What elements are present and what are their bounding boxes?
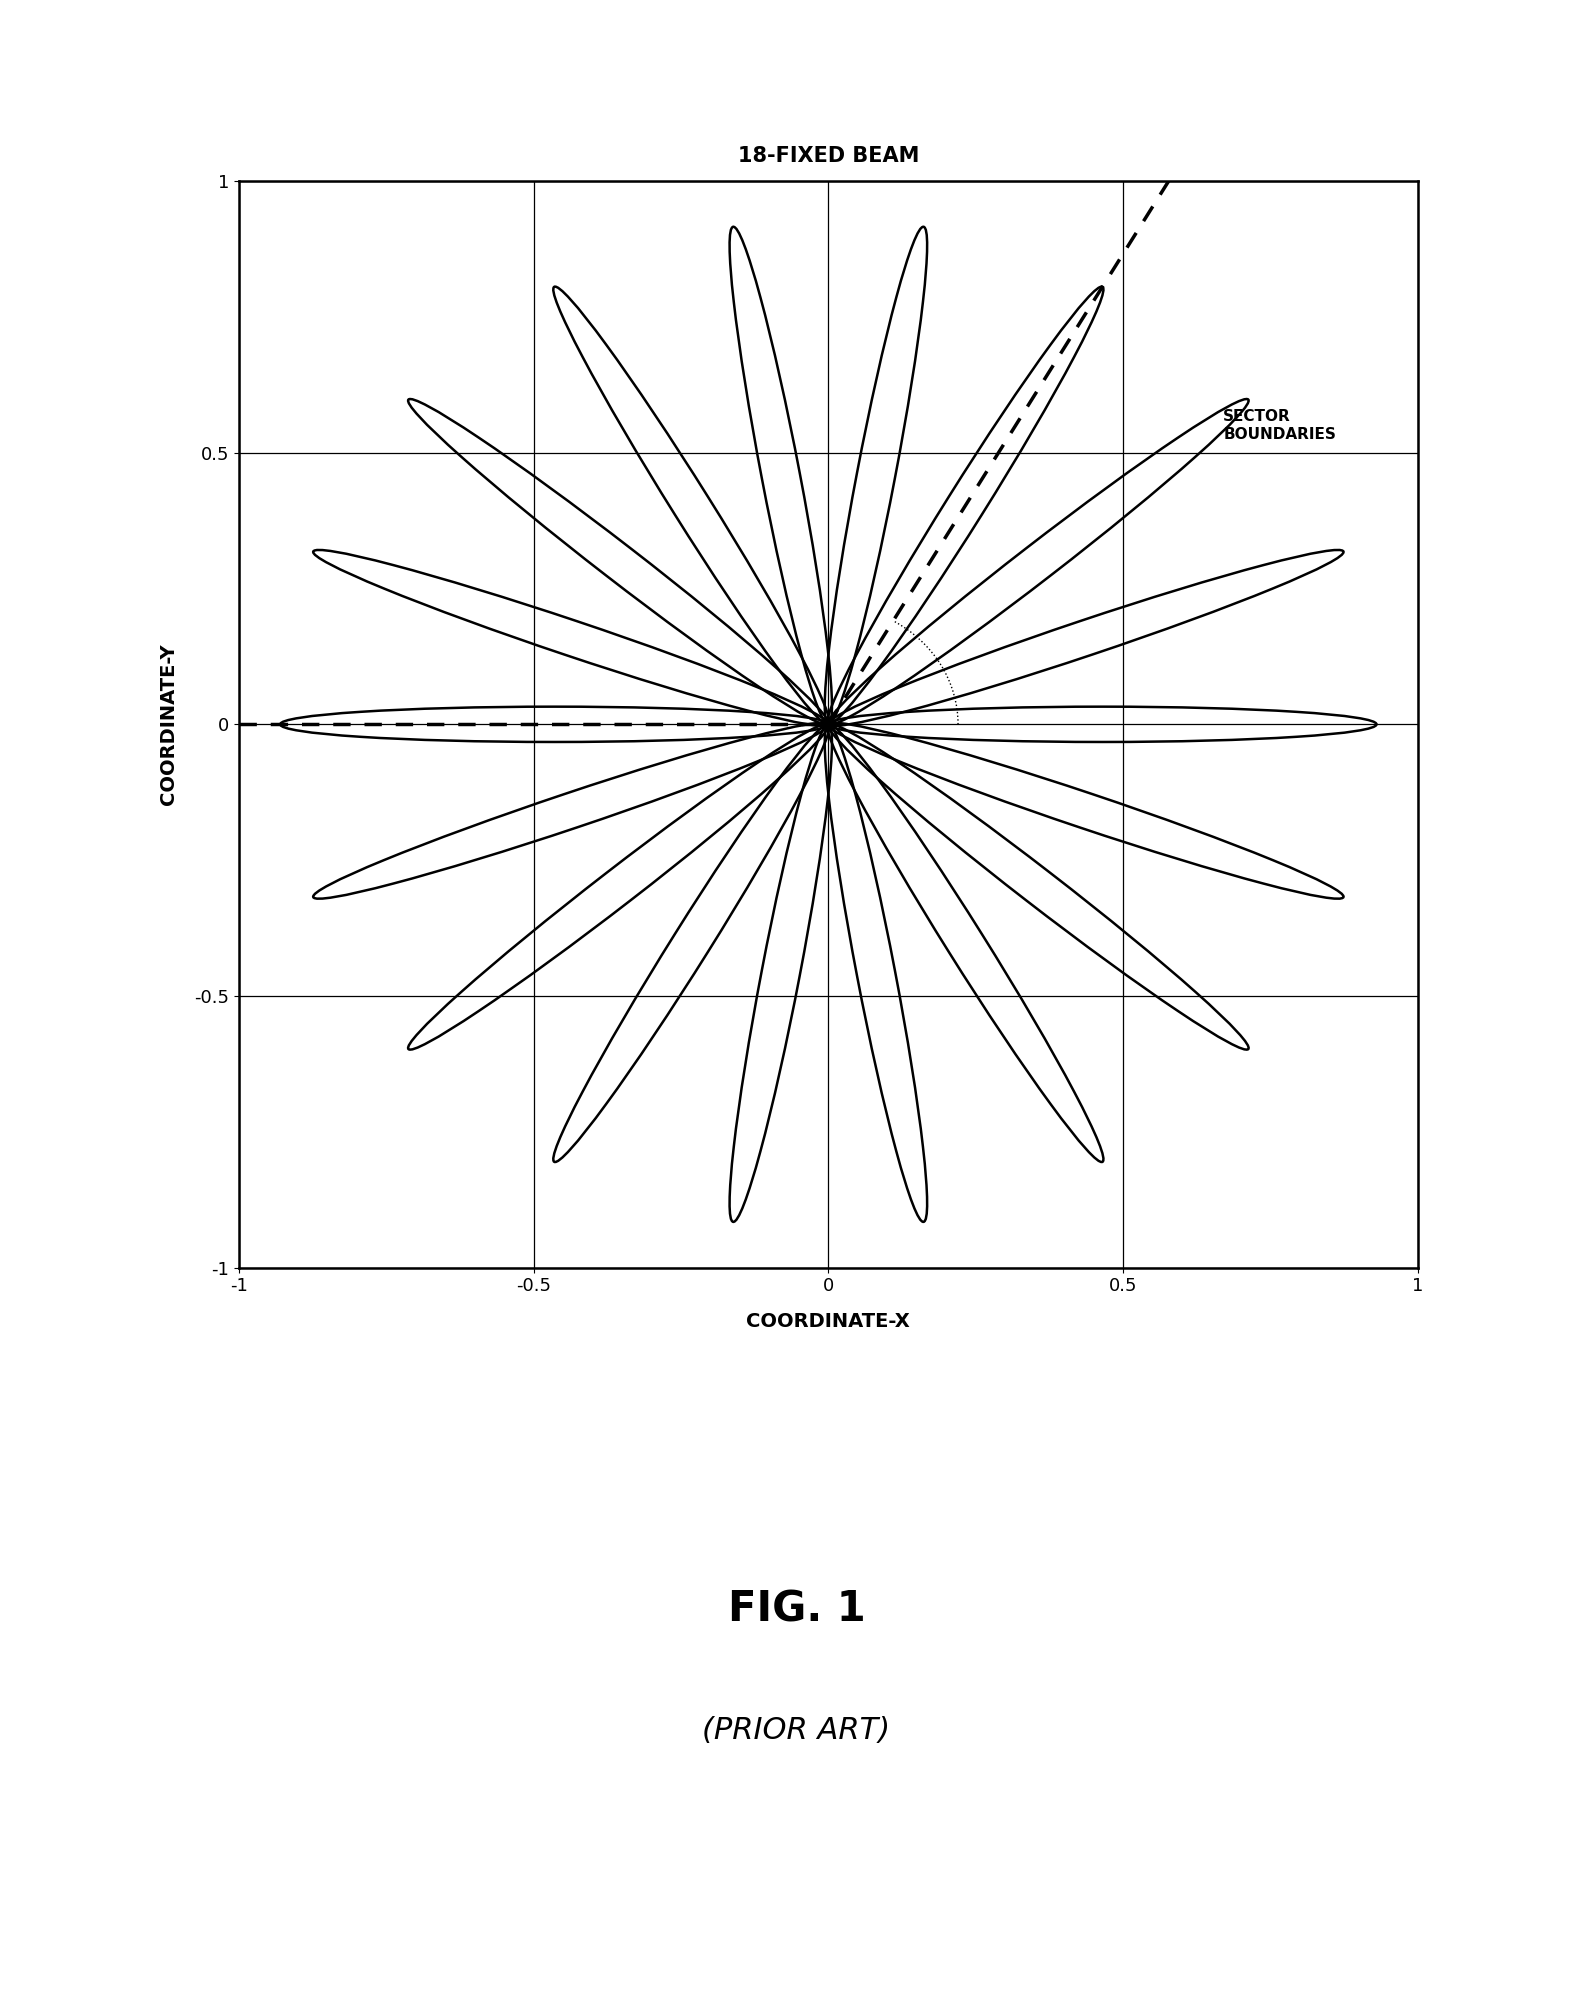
Title: 18-FIXED BEAM: 18-FIXED BEAM	[738, 145, 919, 165]
X-axis label: COORDINATE-X: COORDINATE-X	[747, 1312, 910, 1332]
Text: FIG. 1: FIG. 1	[728, 1589, 865, 1630]
Y-axis label: COORDINATE-Y: COORDINATE-Y	[159, 644, 177, 805]
Text: (PRIOR ART): (PRIOR ART)	[703, 1716, 890, 1744]
Text: SECTOR
BOUNDARIES: SECTOR BOUNDARIES	[1223, 408, 1337, 443]
